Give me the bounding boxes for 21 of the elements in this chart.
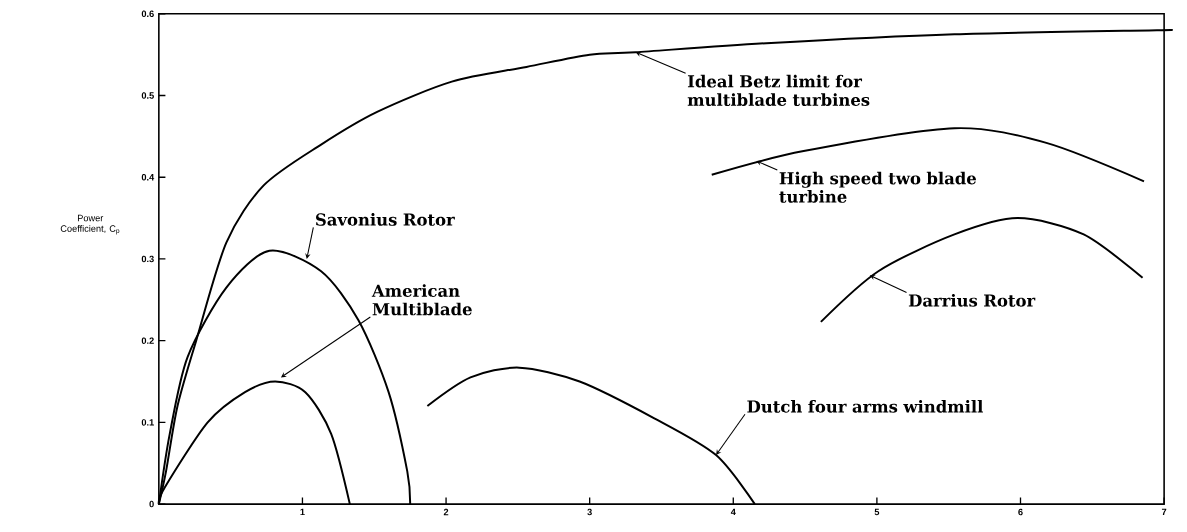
x-tick-label: 1 [300,508,305,516]
y-tick-label: 0.4 [141,174,155,181]
annotation: Ideal Betz limit for multiblade turbines [687,74,870,107]
y-tick-label: 0.6 [141,10,154,18]
x-tick-label: 3 [587,508,592,516]
annotation: Dutch four arms windmill [747,400,983,413]
x-tick-label: 7 [1161,508,1167,516]
y-tick-label: 0.5 [141,92,154,99]
annotation: American Multiblade [371,284,472,316]
y-tick-label: 0.2 [141,337,154,345]
x-tick-label: 4 [730,508,736,516]
y-axis-title: Power Coefficient, C$_{p}$ [60,214,120,235]
annotation: High speed two blade turbine [779,171,977,203]
annotation: Darrius Rotor [908,294,1036,307]
x-tick-label: 5 [874,508,880,516]
y-tick-label: 0 [149,500,154,508]
x-tick-label: 6 [1018,508,1023,516]
x-tick-label: 2 [443,508,449,516]
y-tick-label: 0.3 [141,255,154,263]
annotation: Savonius Rotor [316,213,455,226]
y-tick-label: 0.1 [141,419,154,426]
